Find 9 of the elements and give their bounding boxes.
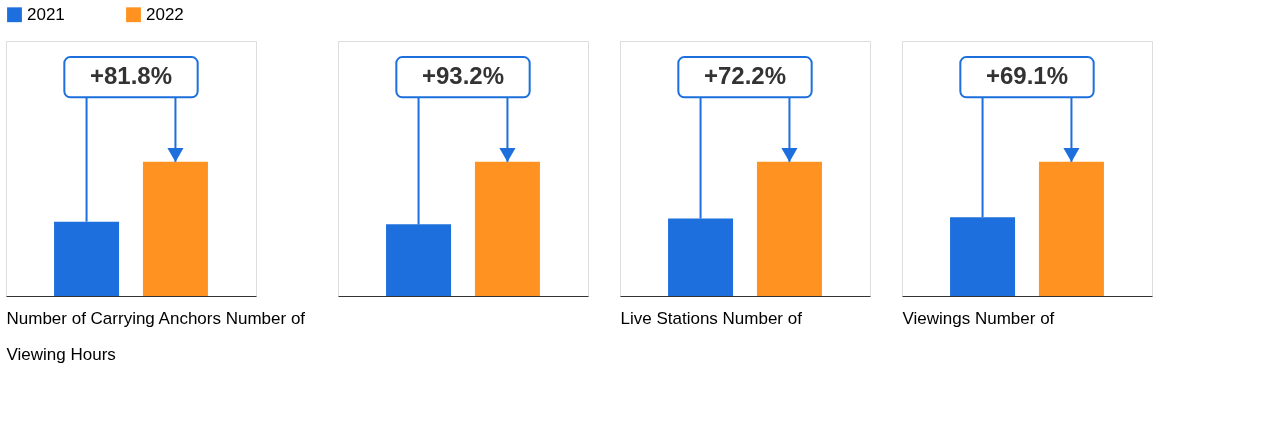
legend-label: 2021 bbox=[27, 4, 65, 24]
x-axis-title: Number of Carrying Anchors Number of Viewing Hours bbox=[6, 308, 306, 364]
legend-label: 2022 bbox=[146, 4, 184, 24]
x-axis-title: Viewings Number of bbox=[902, 308, 1055, 328]
text: +72.2% bbox=[703, 62, 787, 90]
text: +69.1% bbox=[985, 62, 1069, 90]
x-axis-title: Live Stations Number of bbox=[620, 308, 803, 328]
text: +81.8% bbox=[89, 62, 173, 90]
text: +93.2% bbox=[421, 62, 505, 90]
